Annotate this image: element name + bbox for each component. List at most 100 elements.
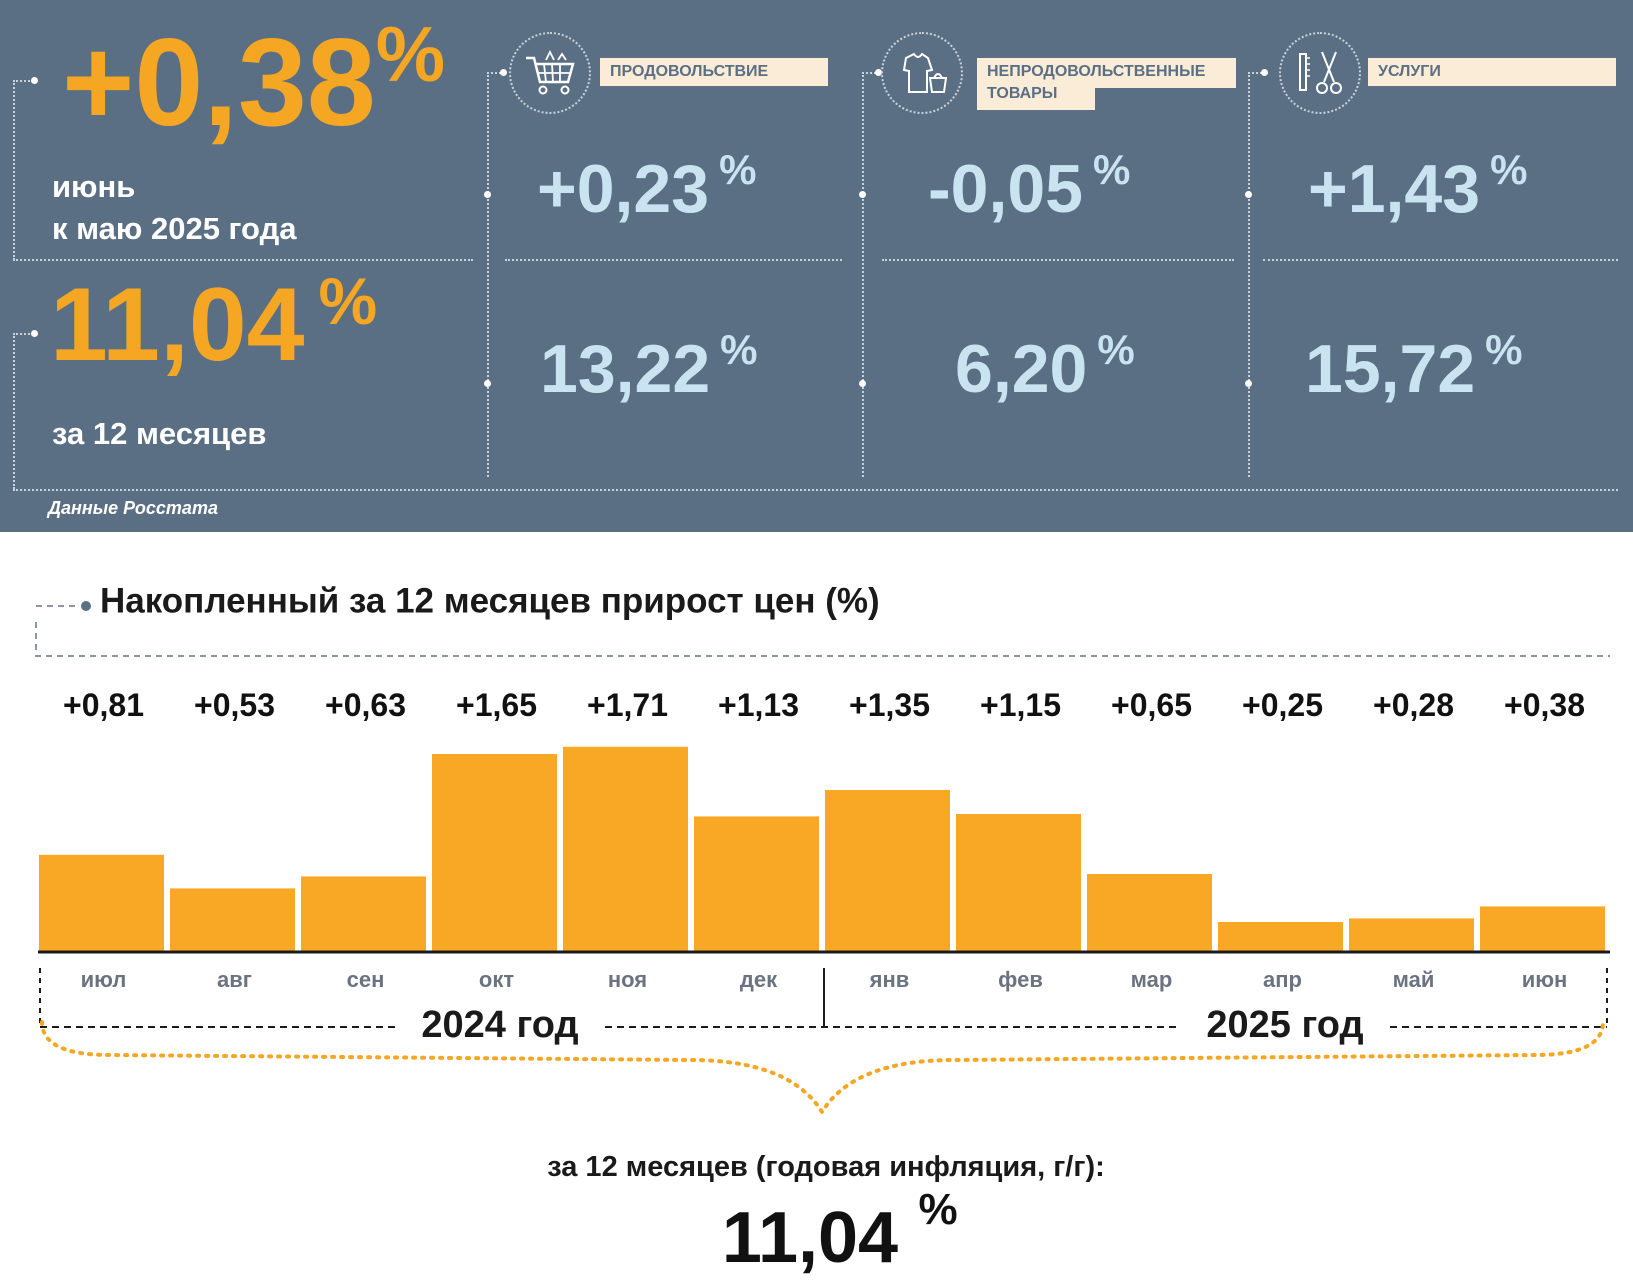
- monthly-inflation-chart: Накопленный за 12 месяцев прирост цен (%…: [35, 581, 1610, 1278]
- bar-авг: [170, 888, 295, 952]
- header-bracket: [35, 622, 1610, 657]
- connector-dot: [1245, 380, 1252, 387]
- value-label: +1,13: [718, 687, 799, 723]
- value-label: +1,35: [849, 687, 930, 723]
- category-label-services: УСЛУГИ: [1368, 58, 1616, 86]
- frame-line: [862, 72, 876, 74]
- monthly-caption-period: к маю 2025 года: [52, 211, 297, 246]
- value-label: +0,81: [63, 687, 144, 723]
- frame-line: [13, 489, 1618, 491]
- connector-dot: [500, 69, 507, 76]
- frame-line: [13, 259, 473, 261]
- bar-май: [1349, 918, 1474, 952]
- percent-sign: %: [1485, 326, 1523, 373]
- nonfood-monthly-value: -0,05%: [928, 146, 1130, 228]
- month-label: мар: [1131, 967, 1173, 992]
- value-label: +1,71: [587, 687, 668, 723]
- percent-sign: %: [1490, 146, 1528, 193]
- month-label: июл: [81, 967, 127, 992]
- total-percent-sign: %: [918, 1185, 957, 1234]
- frame-line: [1248, 72, 1262, 74]
- monthly-caption-month: июнь: [52, 169, 136, 204]
- frame-line: [13, 80, 33, 82]
- percent-sign: %: [375, 10, 446, 98]
- month-label: июн: [1522, 967, 1568, 992]
- summary-panel: +0,38% июнь к маю 2025 года 11,04% за 12…: [0, 0, 1633, 532]
- connector-dot: [859, 191, 866, 198]
- annual-inflation-headline: 11,04%: [50, 264, 377, 392]
- services-annual-number: 15,72: [1305, 331, 1476, 407]
- value-label: +0,63: [325, 687, 406, 723]
- column-divider: [862, 72, 864, 477]
- value-label: +1,15: [980, 687, 1061, 723]
- source-note: Данные Росстата: [48, 498, 218, 518]
- connector-dot: [875, 69, 882, 76]
- monthly-inflation-headline: +0,38%: [62, 10, 445, 163]
- month-label: дек: [740, 967, 778, 992]
- month-label: апр: [1263, 967, 1302, 992]
- bar-июл: [39, 854, 164, 952]
- clothing-icon: [881, 32, 963, 114]
- percent-sign: %: [1093, 146, 1131, 193]
- food-monthly-number: +0,23: [537, 151, 710, 227]
- total-caption: за 12 месяцев (годовая инфляция, г/г):: [547, 1151, 1105, 1183]
- connector-dot: [1245, 191, 1252, 198]
- annual-caption: за 12 месяцев: [52, 416, 267, 451]
- services-annual-value: 15,72%: [1305, 326, 1523, 408]
- frame-line: [882, 259, 1234, 261]
- connector-dot: [31, 77, 38, 84]
- frame-line: [1263, 259, 1618, 261]
- month-labels: июл авг сен окт ноя дек янв фев мар апр май июн: [81, 967, 1568, 992]
- monthly-caption: июнь к маю 2025 года: [52, 166, 297, 250]
- value-label: +0,28: [1373, 687, 1454, 723]
- bar-ноя: [563, 746, 688, 952]
- annual-value: 11,04: [50, 267, 305, 383]
- month-label: май: [1393, 967, 1435, 992]
- nonfood-annual-value: 6,20%: [955, 326, 1135, 408]
- year-label-2024: 2024 год: [421, 1004, 578, 1046]
- month-label: фев: [998, 967, 1043, 992]
- monthly-value: +0,38: [62, 14, 376, 152]
- bar-мар: [1087, 874, 1212, 952]
- connector-dot: [1261, 69, 1268, 76]
- food-monthly-value: +0,23%: [537, 146, 756, 228]
- bars: [39, 746, 1605, 952]
- food-annual-value: 13,22%: [540, 326, 758, 408]
- shopping-cart-icon: [509, 32, 591, 114]
- nonfood-annual-number: 6,20: [955, 331, 1088, 407]
- month-label: сен: [347, 967, 385, 992]
- percent-sign: %: [1097, 326, 1135, 373]
- value-label: +0,53: [194, 687, 275, 723]
- connector-dot: [859, 380, 866, 387]
- bar-июн: [1480, 906, 1605, 952]
- bar-фев: [956, 814, 1081, 952]
- chart-title: Накопленный за 12 месяцев прирост цен (%…: [100, 581, 880, 620]
- bar-окт: [432, 754, 557, 952]
- value-labels: +0,81 +0,53 +0,63 +1,65 +1,71 +1,13 +1,35 +1,15…: [63, 687, 1585, 723]
- value-label: +0,38: [1504, 687, 1585, 723]
- frame-line: [13, 333, 33, 335]
- percent-sign: %: [719, 146, 757, 193]
- services-monthly-value: +1,43%: [1308, 146, 1527, 228]
- column-divider: [1248, 72, 1250, 477]
- total-value: 11,04: [722, 1198, 898, 1278]
- bar-сен: [301, 876, 426, 952]
- scissors-comb-icon: [1279, 32, 1361, 114]
- percent-sign: %: [318, 264, 378, 338]
- bar-янв: [825, 790, 950, 952]
- month-label: ноя: [608, 967, 647, 992]
- total-brace: [40, 1020, 1605, 1116]
- nonfood-monthly-number: -0,05: [928, 151, 1083, 227]
- year-label-2025: 2025 год: [1206, 1004, 1363, 1046]
- frame-line: [505, 259, 842, 261]
- bar-апр: [1218, 922, 1343, 952]
- value-label: +1,65: [456, 687, 537, 723]
- month-label: авг: [217, 967, 252, 992]
- services-monthly-number: +1,43: [1308, 151, 1481, 227]
- frame-line: [487, 72, 501, 74]
- frame-line: [13, 80, 15, 260]
- column-divider: [487, 72, 489, 477]
- connector-dot: [31, 330, 38, 337]
- frame-line: [13, 333, 15, 489]
- title-bullet: [81, 601, 91, 611]
